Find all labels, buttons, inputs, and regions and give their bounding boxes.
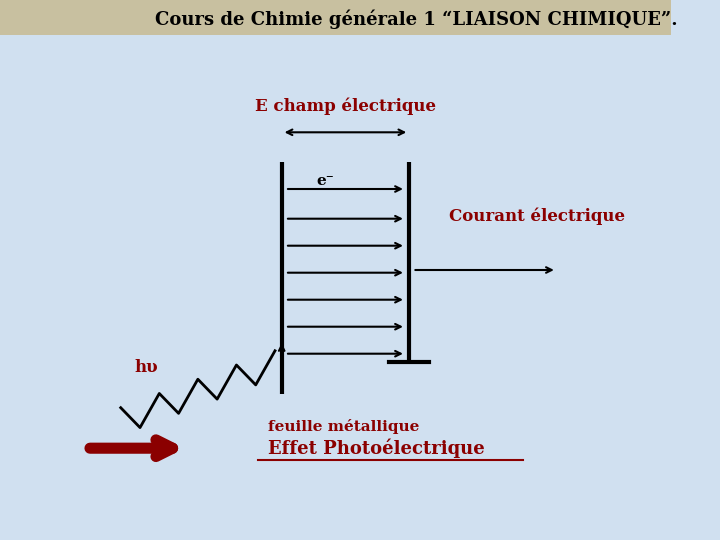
Text: E champ électrique: E champ électrique: [255, 98, 436, 115]
Text: e⁻: e⁻: [317, 174, 334, 188]
FancyBboxPatch shape: [0, 0, 671, 35]
Text: feuille métallique: feuille métallique: [269, 418, 420, 434]
Text: Courant électrique: Courant électrique: [449, 207, 626, 225]
Text: Cours de Chimie générale 1 “LIAISON CHIMIQUE”.: Cours de Chimie générale 1 “LIAISON CHIM…: [155, 9, 678, 29]
Text: hυ: hυ: [134, 359, 158, 376]
Text: Effet Photoélectrique: Effet Photoélectrique: [269, 438, 485, 458]
